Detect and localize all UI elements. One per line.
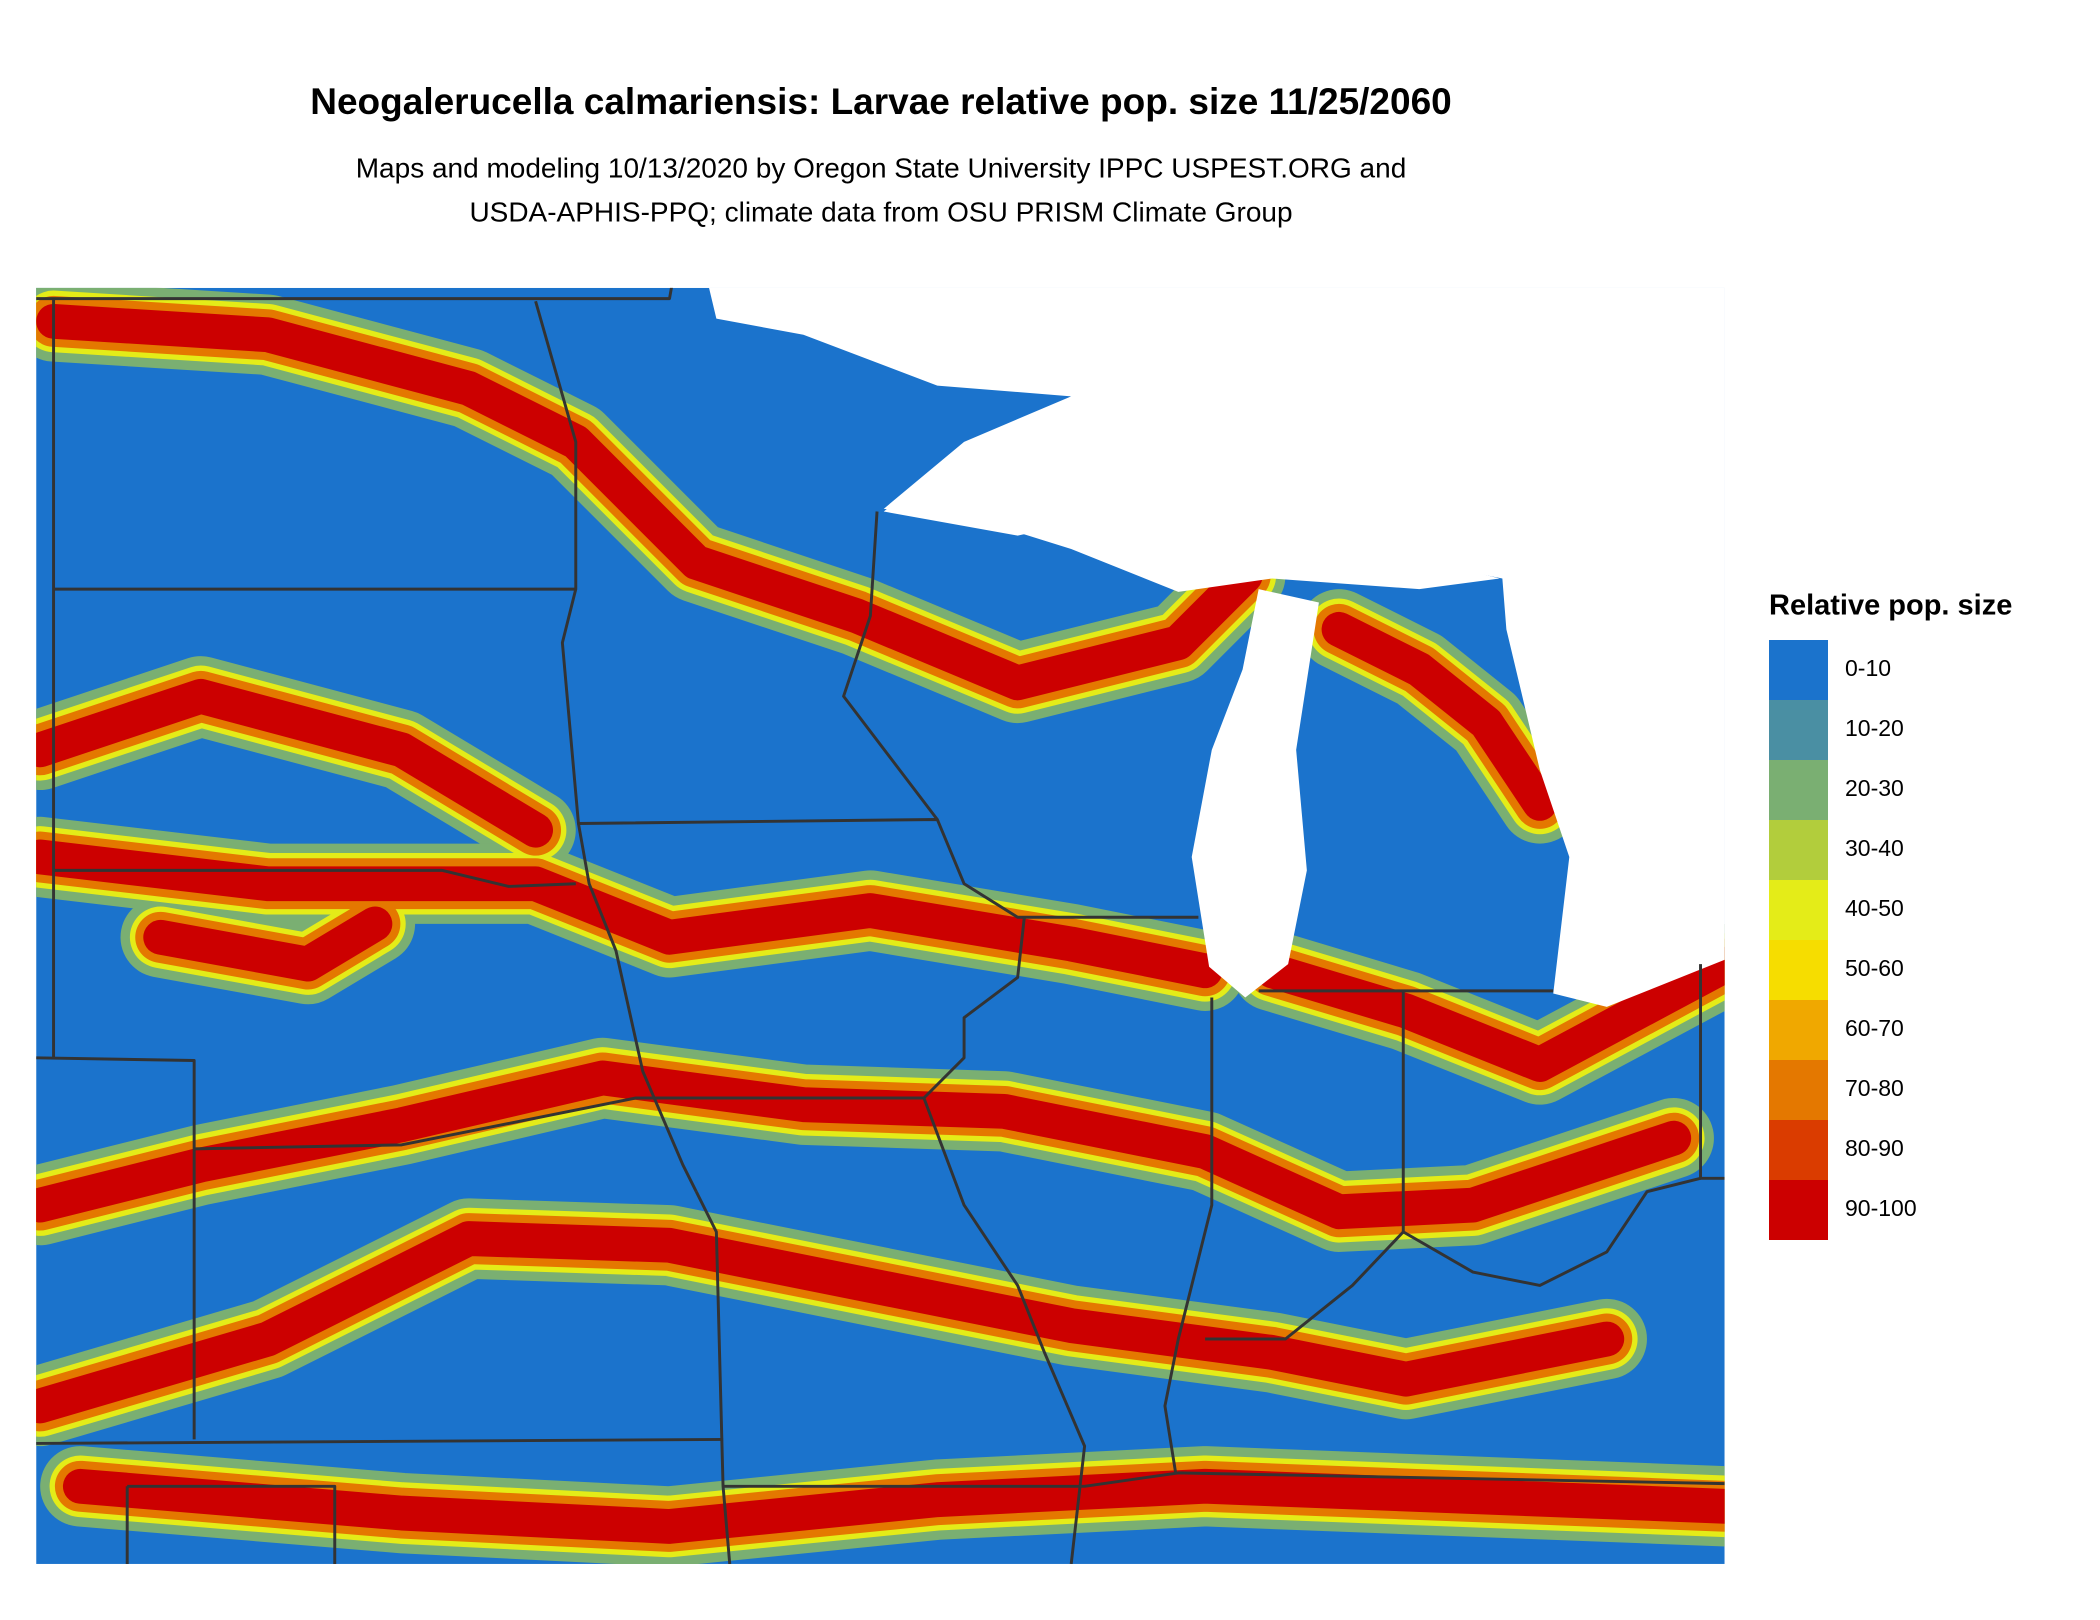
- pop-band: [36, 303, 1263, 701]
- legend-title: Relative pop. size: [1769, 590, 2012, 622]
- pop-band: [1321, 611, 1558, 821]
- pop-bands: [36, 287, 1725, 1564]
- legend-swatch: [1769, 1000, 1828, 1060]
- legend-label: 40-50: [1845, 895, 1904, 921]
- legend-swatch: [1769, 1120, 1828, 1180]
- legend-label: 80-90: [1845, 1135, 1904, 1161]
- legend-swatch: [1769, 940, 1828, 1000]
- legend-label: 50-60: [1845, 955, 1904, 981]
- map: [36, 287, 1725, 1564]
- subtitle: USDA-APHIS-PPQ; climate data from OSU PR…: [469, 196, 1292, 227]
- legend-label: 0-10: [1845, 655, 1891, 681]
- title: Neogalerucella calmariensis: Larvae rela…: [310, 81, 1452, 122]
- pop-band: [36, 1221, 1625, 1424]
- pop-band: [36, 678, 554, 848]
- pop-band: [62, 1468, 1725, 1544]
- legend-swatch: [1769, 760, 1828, 820]
- legend: 0-10 10-20 20-30 30-40 40-50 50-60 60-70 70-80 8…: [1769, 640, 1917, 1240]
- legend-label: 70-80: [1845, 1075, 1904, 1101]
- lake-michigan: [1191, 589, 1319, 998]
- legend-label: 20-30: [1845, 775, 1904, 801]
- state-lines: [36, 287, 1725, 1564]
- legend-label: 10-20: [1845, 715, 1904, 741]
- legend-label: 90-100: [1845, 1195, 1917, 1221]
- legend-label: 60-70: [1845, 1015, 1904, 1041]
- subtitle: Maps and modeling 10/13/2020 by Oregon S…: [356, 152, 1407, 183]
- legend-swatch: [1769, 700, 1828, 760]
- legend-swatch: [1769, 880, 1828, 940]
- legend-label: 30-40: [1845, 835, 1904, 861]
- pop-band: [36, 839, 1223, 989]
- legend-swatch: [1769, 640, 1828, 700]
- lake-superior: [883, 377, 1500, 592]
- legend-swatch: [1769, 1180, 1828, 1240]
- pop-band: [36, 1060, 1692, 1230]
- legend-swatch: [1769, 820, 1828, 880]
- pop-band: [143, 906, 393, 982]
- legend-swatch: [1769, 1060, 1828, 1120]
